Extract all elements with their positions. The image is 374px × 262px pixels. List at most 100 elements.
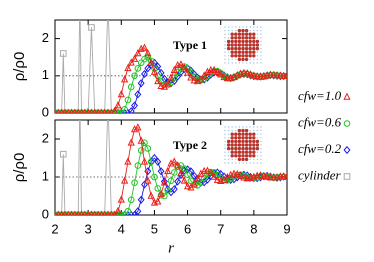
data-point — [154, 157, 162, 166]
data-point — [170, 157, 178, 165]
inset-grid-dot — [224, 26, 226, 28]
inset-atom — [230, 43, 234, 47]
inset-atom — [234, 50, 238, 54]
inset-atom — [248, 39, 252, 44]
data-point — [77, 0, 83, 4]
data-point — [164, 166, 172, 175]
inset-grid-dot — [227, 155, 230, 157]
inset-grid-dot — [224, 29, 226, 32]
inset-atom — [237, 46, 242, 51]
inset-grid-dot — [224, 155, 226, 157]
data-point — [127, 107, 135, 113]
data-point — [180, 165, 188, 172]
data-point — [88, 24, 95, 31]
data-point — [154, 185, 162, 192]
inset-grid-dot — [227, 37, 230, 39]
y-tick-label: 2 — [42, 30, 49, 45]
inset-grid-dot — [224, 144, 226, 146]
inset-atom — [252, 36, 256, 40]
y-tick-label: 1 — [42, 67, 49, 82]
inset-atom — [234, 150, 238, 154]
inset-grid-dot — [224, 62, 226, 64]
data-point — [140, 157, 149, 165]
inset-atom — [248, 139, 252, 144]
x-tick-label: 9 — [283, 221, 290, 236]
y-tick-label: 1 — [42, 168, 49, 183]
legend-marker — [343, 173, 351, 180]
inset-atom — [230, 54, 234, 58]
inset-atom — [226, 39, 231, 44]
inset-atom — [230, 39, 234, 44]
series-line — [55, 47, 287, 113]
inset-grid-dot — [253, 58, 255, 61]
inset-grid-dot — [224, 58, 226, 61]
x-tick-label: 6 — [184, 221, 191, 236]
inset-atom — [234, 136, 238, 140]
inset-grid-dot — [242, 26, 244, 28]
data-point — [134, 90, 142, 99]
x-tick-label: 7 — [217, 221, 224, 236]
data-point — [131, 210, 138, 215]
data-point — [150, 153, 158, 163]
data-point — [134, 162, 142, 169]
inset-grid-dot — [260, 47, 262, 50]
inset-grid-dot — [253, 162, 255, 164]
data-point — [171, 169, 178, 176]
inset-atom — [244, 57, 249, 62]
inset-atom — [237, 54, 242, 58]
inset-atom — [230, 136, 234, 140]
series-line — [55, 126, 287, 215]
inset-grid-dot — [256, 33, 259, 35]
inset-grid-dot — [235, 162, 237, 164]
inset-grid-dot — [227, 137, 230, 139]
inset-atom — [237, 154, 242, 158]
inset-atom — [230, 46, 234, 51]
inset-atom — [237, 28, 242, 33]
inset-atom — [237, 150, 242, 154]
data-point — [157, 68, 165, 77]
inset-grid-dot — [242, 126, 244, 128]
inset-grid-dot — [249, 29, 251, 32]
inset-atom — [248, 36, 252, 40]
series-line — [55, 157, 287, 215]
data-point — [124, 63, 132, 72]
data-point — [167, 73, 175, 81]
data-point — [177, 60, 185, 68]
data-point — [134, 49, 142, 57]
data-point — [263, 172, 271, 180]
data-point — [114, 206, 122, 214]
data-point — [200, 71, 208, 79]
data-point — [137, 59, 145, 67]
legend-marker — [343, 92, 351, 100]
inset-grid-dot — [227, 33, 230, 35]
inset-atom — [234, 54, 238, 58]
inset-grid-dot — [256, 151, 259, 153]
inset-grid-dot — [224, 37, 226, 39]
data-point — [260, 171, 268, 180]
inset-atom — [234, 146, 238, 151]
inset-grid-dot — [260, 133, 262, 135]
inset-atom — [230, 150, 234, 154]
data-point — [121, 211, 128, 215]
inset-grid-dot — [224, 33, 226, 35]
legend-label: cfw=1.0 — [298, 88, 342, 103]
data-point — [131, 101, 138, 110]
data-point — [203, 166, 212, 174]
data-point — [236, 171, 245, 179]
inset-atom — [244, 139, 249, 144]
plot-frame — [54, 119, 288, 216]
inset-grid-dot — [231, 126, 233, 128]
inset-atom — [255, 146, 260, 151]
inset-atom — [241, 32, 245, 36]
inset-atom — [234, 39, 238, 44]
inset-grid-dot — [256, 58, 259, 61]
inset-grid-dot — [260, 155, 262, 157]
data-point — [243, 69, 251, 77]
inset-atom — [234, 46, 238, 51]
inset-grid-dot — [256, 133, 259, 135]
data-point — [134, 207, 142, 215]
inset-grid-dot — [253, 158, 255, 161]
inset-atom — [230, 36, 234, 40]
inset-grid-dot — [260, 151, 262, 153]
inset-grid-dot — [231, 29, 233, 32]
